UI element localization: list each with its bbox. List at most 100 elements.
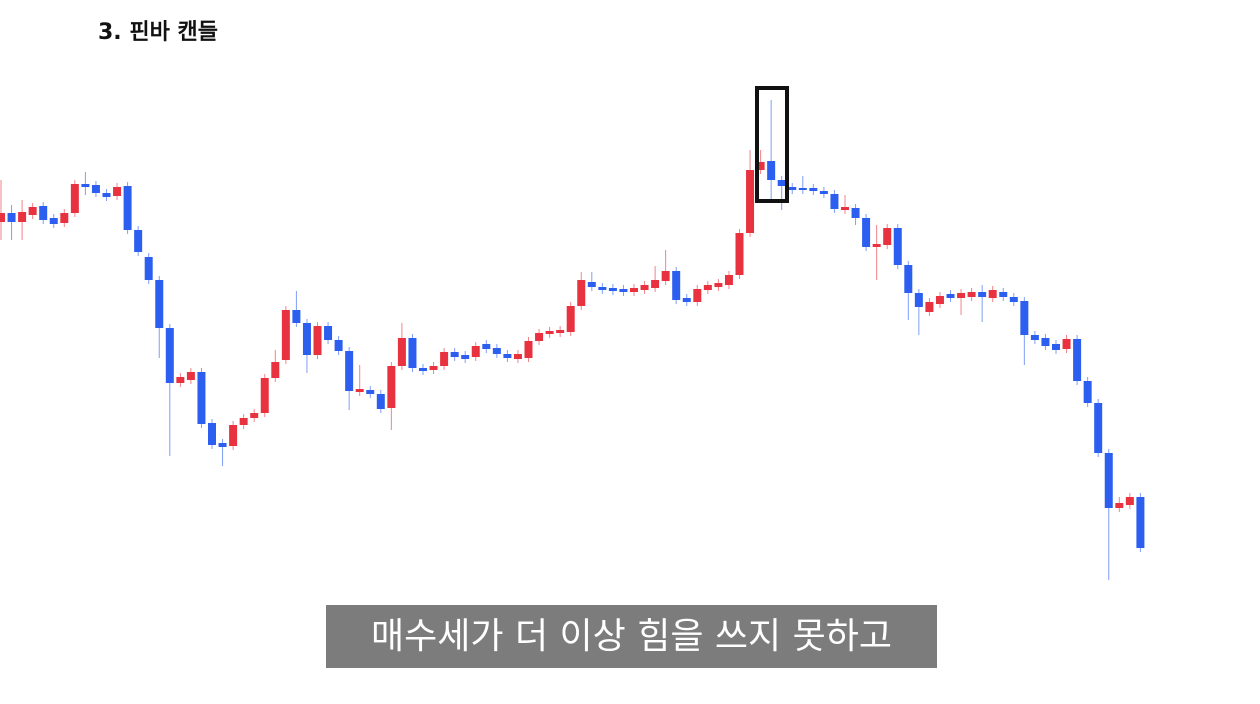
candle-body: [788, 187, 797, 190]
candle-body: [39, 206, 48, 220]
candle-body: [28, 207, 37, 215]
candle-body: [60, 213, 69, 223]
candle-body: [144, 257, 153, 280]
candle-body: [366, 390, 375, 394]
candle-body: [134, 230, 143, 252]
candle-body: [334, 340, 343, 351]
candle-body: [302, 323, 311, 355]
candle-body: [661, 271, 670, 281]
candle-body: [250, 413, 259, 418]
candle-body: [482, 344, 491, 349]
candle-body: [630, 288, 638, 292]
candle-body: [1125, 497, 1134, 505]
candle-body: [503, 354, 512, 358]
candle-body: [883, 228, 892, 245]
candle-body: [313, 326, 322, 355]
candle-body: [229, 425, 238, 446]
candle-body: [376, 394, 385, 409]
candle-body: [978, 292, 987, 297]
candle-body: [197, 372, 206, 424]
candle-body: [777, 180, 786, 186]
candle-body: [935, 296, 944, 304]
candle-body: [281, 310, 290, 360]
candle-body: [1073, 339, 1082, 381]
candle-body: [545, 331, 554, 334]
candle-body: [408, 338, 417, 368]
candle-body: [672, 271, 681, 300]
candle-body: [830, 194, 839, 209]
candle-body: [18, 212, 27, 222]
candle-body: [176, 377, 185, 383]
candle-body: [756, 162, 765, 170]
candle-body: [513, 354, 522, 359]
candle-body: [566, 306, 575, 332]
candle-body: [967, 292, 976, 297]
candle-body: [0, 213, 5, 222]
candle-body: [345, 351, 354, 391]
candle-body: [535, 333, 544, 341]
candle-body: [577, 280, 586, 306]
candle-body: [355, 389, 364, 392]
candle-body: [440, 352, 449, 366]
candle-body: [1030, 335, 1039, 340]
candle-body: [819, 191, 828, 194]
candle-body: [524, 341, 533, 358]
candle-body: [292, 310, 301, 323]
candle-body: [703, 285, 712, 290]
candle-body: [746, 170, 755, 233]
candle-body: [1104, 453, 1113, 508]
candle-body: [260, 378, 269, 413]
candle-body: [682, 298, 691, 302]
candle-body: [49, 218, 58, 224]
candle-body: [123, 186, 132, 230]
candle-body: [767, 161, 776, 180]
candle-body: [450, 352, 459, 357]
candle-body: [1041, 338, 1050, 346]
candle-body: [893, 228, 902, 265]
candle-body: [640, 285, 649, 290]
candle-body: [113, 187, 122, 196]
candle-body: [724, 275, 733, 285]
candle-body: [165, 328, 174, 383]
candle-body: [946, 294, 955, 298]
candle-body: [988, 290, 997, 298]
candle-body: [81, 184, 90, 187]
candle-body: [1009, 297, 1018, 302]
candle-body: [1083, 381, 1092, 403]
candle-body: [208, 423, 216, 445]
candle-body: [587, 282, 596, 287]
candle-body: [809, 188, 818, 191]
candle-body: [155, 280, 164, 328]
candle-body: [91, 185, 100, 193]
candle-body: [70, 184, 79, 213]
candle-body: [914, 293, 923, 307]
candle-body: [925, 302, 934, 312]
candle-body: [651, 280, 660, 288]
candle-body: [851, 208, 860, 218]
candle-body: [419, 368, 427, 371]
candle-body: [1020, 301, 1029, 335]
candle-body: [872, 244, 881, 247]
candle-body: [387, 366, 396, 408]
highlight-box: [755, 86, 789, 203]
candle-body: [1136, 497, 1145, 548]
candle-body: [556, 330, 565, 333]
candle-body: [598, 287, 607, 290]
candle-body: [1052, 344, 1060, 350]
candle-body: [492, 348, 501, 354]
candle-body: [324, 326, 333, 340]
candle-body: [471, 346, 480, 357]
candle-body: [429, 366, 438, 370]
candle-body: [102, 193, 111, 197]
candle-body: [186, 372, 195, 380]
candle-body: [1094, 403, 1103, 453]
candle-body: [1062, 339, 1071, 349]
candle-body: [735, 233, 744, 275]
subtitle: 매수세가 더 이상 힘을 쓰지 못하고: [326, 605, 937, 668]
candle-body: [397, 338, 406, 366]
candle-body: [271, 362, 280, 378]
candle-body: [999, 292, 1008, 297]
candle-body: [608, 288, 617, 291]
